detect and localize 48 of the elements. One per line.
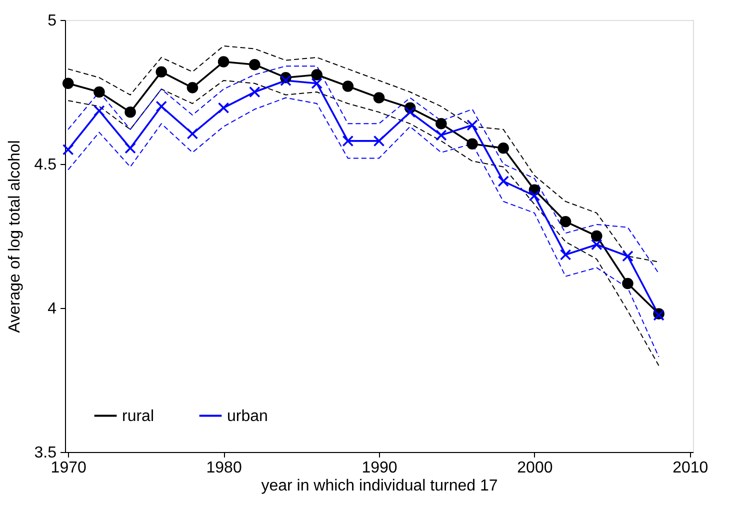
point [528,190,540,202]
point [249,86,260,98]
y-tick-label: 3.5 [34,444,57,462]
point [342,80,354,92]
point [436,118,447,130]
x-tick-label: 2010 [672,460,708,476]
point [311,69,322,80]
point [622,278,634,290]
point [590,238,602,250]
point [373,92,385,104]
point [280,74,292,86]
point [249,59,260,70]
point [560,216,572,228]
y-tick-label: 4.5 [34,156,57,174]
legend-label: urban [227,408,268,425]
x-axis-title: year in which individual turned 17 [261,478,498,494]
point [124,106,136,118]
x-tick-label: 1970 [50,460,87,476]
y-tick-label: 5 [48,12,57,30]
point [62,78,74,89]
point [186,82,198,94]
point [94,105,105,116]
point [498,142,509,154]
point [94,86,105,98]
point [436,130,447,141]
point [156,66,168,78]
point [124,142,136,154]
point [373,135,385,147]
point [156,100,168,112]
point [186,128,198,140]
point [466,119,478,131]
x-tick-label: 1980 [206,460,242,476]
point [622,250,634,262]
x-tick-label: 2000 [517,460,553,476]
point [342,135,354,147]
legend-label: rural [122,408,154,425]
x-tick-label: 1990 [362,460,398,476]
point [498,176,509,187]
point [560,249,572,260]
y-axis-title: Average of log total alcohol [6,140,24,333]
point [218,56,230,68]
point [218,102,230,114]
point [311,78,322,90]
point [466,138,478,150]
y-tick-label: 4 [48,300,57,318]
point [62,144,74,156]
point [590,230,602,242]
point [404,106,416,118]
